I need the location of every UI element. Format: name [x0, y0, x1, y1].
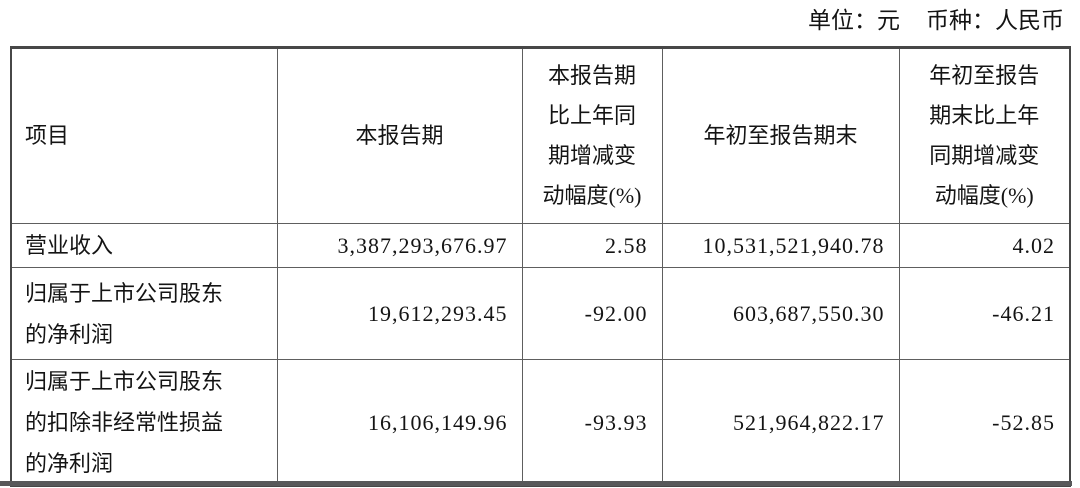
column-header-ytd: 年初至报告期末: [661, 47, 900, 224]
column-header-ytd-change-pct: 年初至报告 期末比上年 同期增减变 动幅度(%): [898, 47, 1071, 224]
ytd-change-pct-value: -52.85: [898, 359, 1071, 487]
current-period-value: 19,612,293.45: [276, 267, 523, 360]
currency-label: 币种：人民币: [926, 8, 1064, 33]
header-row: 项目 本报告期 本报告期 比上年同 期增减变 动幅度(%) 年初至报告期末 年初…: [10, 47, 1071, 224]
ytd-value: 10,531,521,940.78: [661, 223, 900, 268]
column-header-current-period: 本报告期: [276, 47, 523, 224]
current-period-value: 3,387,293,676.97: [276, 223, 523, 268]
column-header-item: 项目: [10, 47, 278, 224]
unit-currency-line: 单位：元 币种：人民币: [808, 6, 1064, 36]
table-row-net-profit: 归属于上市公司股东 的净利润 19,612,293.45 -92.00 603,…: [10, 267, 1071, 360]
table-row-net-profit-excl-nonrecurring: 归属于上市公司股东 的扣除非经常性损益 的净利润 16,106,149.96 -…: [10, 359, 1071, 487]
current-period-change-pct-value: -92.00: [521, 267, 663, 360]
current-period-change-pct-value: -93.93: [521, 359, 663, 487]
column-header-current-period-change-pct: 本报告期 比上年同 期增减变 动幅度(%): [521, 47, 663, 224]
ytd-value: 603,687,550.30: [661, 267, 900, 360]
bottom-divider: [0, 481, 1072, 486]
unit-label: 单位：元: [808, 8, 900, 33]
financial-summary-table: 项目 本报告期 本报告期 比上年同 期增减变 动幅度(%) 年初至报告期末 年初…: [10, 46, 1071, 487]
table-row-operating-revenue: 营业收入 3,387,293,676.97 2.58 10,531,521,94…: [10, 223, 1071, 268]
ytd-value: 521,964,822.17: [661, 359, 900, 487]
item-label-cell: 归属于上市公司股东 的净利润: [10, 267, 278, 360]
current-period-change-pct-value: 2.58: [521, 223, 663, 268]
item-label-cell: 归属于上市公司股东 的扣除非经常性损益 的净利润: [10, 359, 278, 487]
item-label-cell: 营业收入: [10, 223, 278, 268]
ytd-change-pct-value: -46.21: [898, 267, 1071, 360]
ytd-change-pct-value: 4.02: [898, 223, 1071, 268]
current-period-value: 16,106,149.96: [276, 359, 523, 487]
